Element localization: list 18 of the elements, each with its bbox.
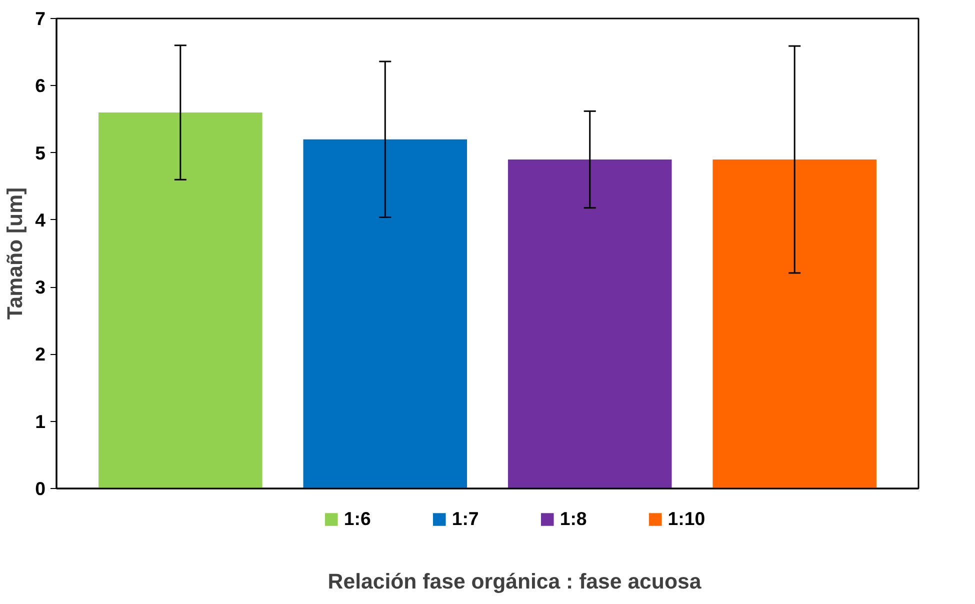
legend-label: 1:10: [668, 508, 706, 530]
y-tick-label: 1: [35, 410, 46, 432]
bar: [303, 139, 468, 488]
y-axis-title: Tamaño [um]: [3, 187, 28, 320]
legend-label: 1:7: [452, 508, 479, 530]
y-tick-label: 0: [35, 478, 46, 499]
y-tick-label: 7: [35, 8, 46, 29]
y-tick-label: 6: [35, 75, 46, 96]
bar: [712, 160, 876, 488]
y-tick-label: 3: [35, 276, 46, 298]
y-tick-label: 5: [35, 142, 46, 164]
x-axis-title: Relación fase orgánica : fase acuosa: [328, 570, 702, 594]
bar: [98, 112, 262, 488]
legend-label: 1:8: [560, 508, 587, 530]
y-tick-label: 4: [35, 209, 46, 230]
y-tick-label: 2: [35, 344, 46, 365]
bar: [508, 160, 672, 488]
legend-label: 1:6: [344, 508, 371, 530]
